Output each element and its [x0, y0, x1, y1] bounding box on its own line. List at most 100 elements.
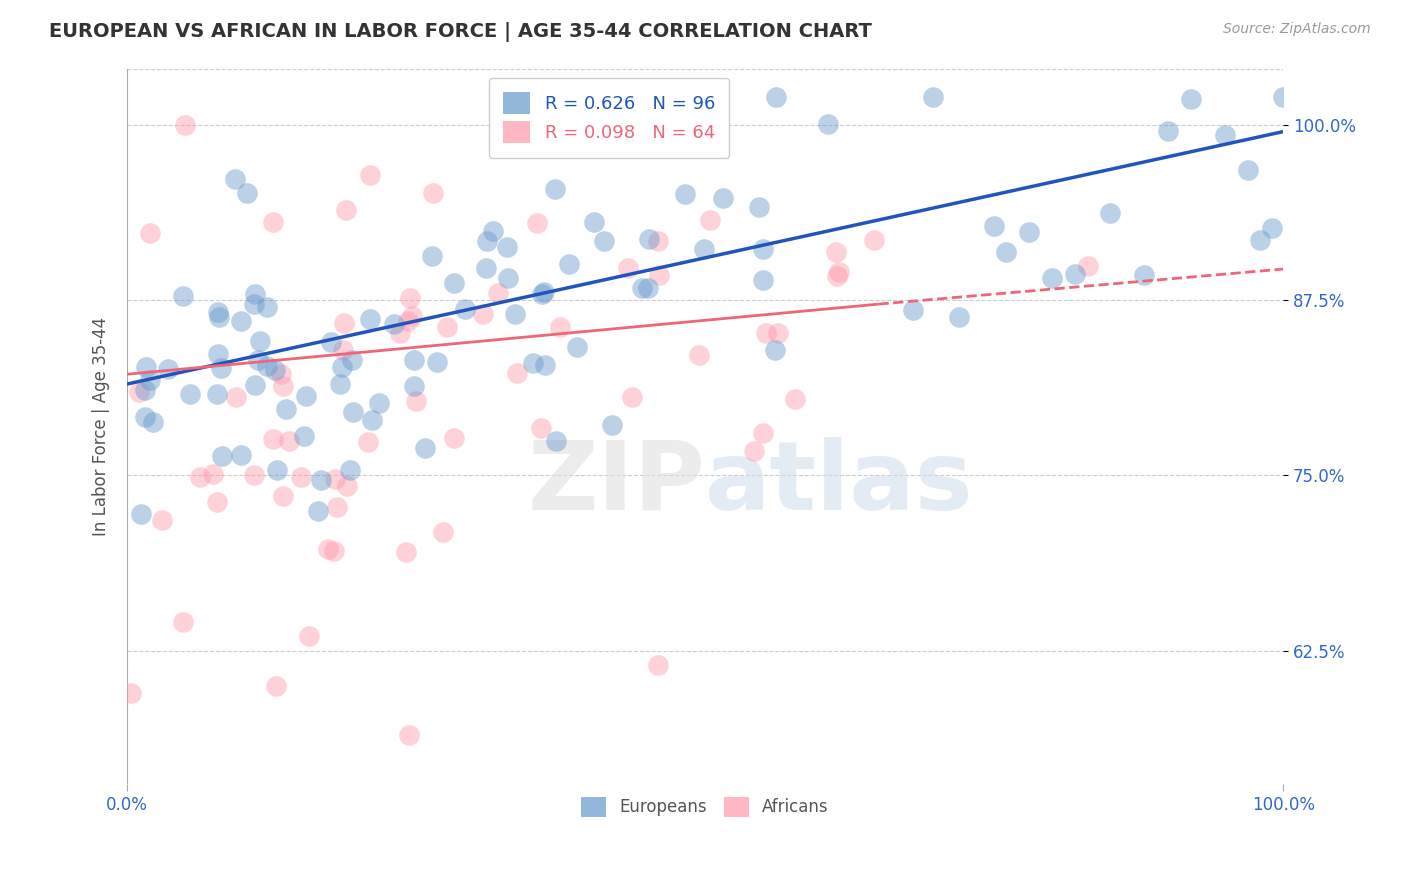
- Point: [1249, 233, 1271, 247]
- Point: [208, 310, 231, 324]
- Point: [382, 317, 405, 331]
- Point: [359, 312, 381, 326]
- Point: [357, 434, 380, 449]
- Point: [396, 314, 419, 328]
- Point: [567, 340, 589, 354]
- Point: [863, 233, 886, 247]
- Point: [413, 442, 436, 456]
- Point: [332, 343, 354, 357]
- Point: [172, 289, 194, 303]
- Point: [224, 172, 246, 186]
- Point: [335, 203, 357, 218]
- Point: [755, 326, 778, 341]
- Point: [271, 489, 294, 503]
- Point: [496, 271, 519, 285]
- Point: [443, 431, 465, 445]
- Point: [994, 245, 1017, 260]
- Point: [548, 320, 571, 334]
- Point: [699, 213, 721, 227]
- Point: [150, 513, 173, 527]
- Legend: Europeans, Africans: Europeans, Africans: [572, 789, 837, 825]
- Point: [243, 467, 266, 482]
- Point: [262, 215, 284, 229]
- Point: [404, 379, 426, 393]
- Point: [316, 542, 339, 557]
- Point: [249, 334, 271, 348]
- Text: ZIP: ZIP: [527, 437, 704, 530]
- Point: [207, 347, 229, 361]
- Point: [1133, 268, 1156, 282]
- Point: [1156, 124, 1178, 138]
- Point: [205, 495, 228, 509]
- Point: [531, 287, 554, 301]
- Point: [359, 168, 381, 182]
- Point: [243, 378, 266, 392]
- Point: [321, 335, 343, 350]
- Point: [138, 226, 160, 240]
- Point: [1180, 92, 1202, 106]
- Point: [333, 316, 356, 330]
- Point: [921, 89, 943, 103]
- Point: [503, 307, 526, 321]
- Point: [368, 396, 391, 410]
- Point: [783, 392, 806, 407]
- Point: [983, 219, 1005, 233]
- Point: [336, 479, 359, 493]
- Point: [325, 472, 347, 486]
- Point: [1098, 206, 1121, 220]
- Point: [120, 685, 142, 699]
- Point: [256, 301, 278, 315]
- Point: [1040, 270, 1063, 285]
- Point: [142, 415, 165, 429]
- Point: [322, 544, 344, 558]
- Point: [332, 360, 354, 375]
- Text: EUROPEAN VS AFRICAN IN LABOR FORCE | AGE 35-44 CORRELATION CHART: EUROPEAN VS AFRICAN IN LABOR FORCE | AGE…: [49, 22, 872, 42]
- Point: [399, 291, 422, 305]
- Point: [342, 405, 364, 419]
- Point: [454, 302, 477, 317]
- Point: [824, 245, 846, 260]
- Point: [274, 402, 297, 417]
- Point: [1237, 163, 1260, 178]
- Point: [339, 462, 361, 476]
- Point: [496, 240, 519, 254]
- Point: [673, 187, 696, 202]
- Point: [229, 448, 252, 462]
- Point: [128, 385, 150, 400]
- Point: [592, 234, 614, 248]
- Point: [443, 276, 465, 290]
- Point: [405, 393, 427, 408]
- Point: [647, 234, 669, 248]
- Point: [637, 281, 659, 295]
- Point: [243, 287, 266, 301]
- Point: [264, 363, 287, 377]
- Point: [290, 470, 312, 484]
- Point: [828, 265, 851, 279]
- Point: [486, 285, 509, 300]
- Point: [1064, 267, 1087, 281]
- Point: [225, 390, 247, 404]
- Point: [139, 373, 162, 387]
- Point: [1213, 128, 1236, 142]
- Point: [211, 449, 233, 463]
- Point: [751, 273, 773, 287]
- Point: [326, 500, 349, 514]
- Point: [207, 305, 229, 319]
- Point: [711, 191, 734, 205]
- Point: [266, 463, 288, 477]
- Point: [647, 657, 669, 672]
- Y-axis label: In Labor Force | Age 35-44: In Labor Force | Age 35-44: [93, 317, 110, 536]
- Point: [361, 413, 384, 427]
- Point: [472, 307, 495, 321]
- Point: [948, 310, 970, 324]
- Point: [752, 243, 775, 257]
- Point: [693, 242, 716, 256]
- Point: [1076, 259, 1098, 273]
- Point: [201, 467, 224, 482]
- Point: [557, 257, 579, 271]
- Point: [134, 384, 156, 398]
- Point: [426, 355, 449, 369]
- Point: [432, 524, 454, 539]
- Point: [270, 367, 292, 381]
- Point: [1272, 89, 1295, 103]
